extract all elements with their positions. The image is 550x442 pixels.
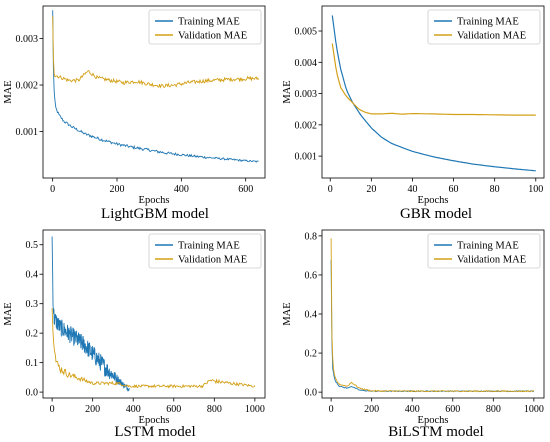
x-axis-label: Epochs [139, 195, 170, 206]
legend: Training MAE Validation MAE [148, 233, 262, 269]
legend: Training MAE Validation MAE [148, 9, 262, 45]
x-tick-label: 0 [329, 404, 334, 415]
x-tick-label: 600 [445, 404, 460, 415]
x-tick-label: 0 [50, 184, 55, 195]
y-tick-label: 0.5 [26, 240, 39, 251]
y-tick-label: 0.001 [16, 127, 39, 138]
legend: Training MAE Validation MAE [427, 9, 541, 45]
panel-caption: BiLSTM model [388, 424, 483, 440]
x-tick-label: 20 [366, 184, 376, 195]
series-line-validation-lstm [51, 308, 256, 389]
legend-box [148, 9, 262, 45]
legend-label-validation: Validation MAE [178, 31, 247, 42]
x-tick-label: 400 [174, 184, 189, 195]
legend-box [427, 9, 541, 45]
legend-label-training: Training MAE [457, 241, 519, 252]
x-tick-label: 0 [328, 184, 333, 195]
x-tick-label: 600 [238, 184, 253, 195]
y-tick-label: 0.4 [305, 310, 318, 321]
y-tick-label: 0.2 [305, 349, 318, 360]
legend-label-validation: Validation MAE [457, 255, 526, 266]
y-tick-label: 0.8 [305, 231, 318, 242]
legend: Training MAE Validation MAE [427, 233, 541, 269]
y-tick-label: 0.4 [26, 270, 39, 281]
y-axis-label: MAE [282, 80, 293, 103]
panel-caption: LSTM model [114, 424, 195, 440]
y-tick-label: 0.003 [16, 34, 39, 45]
axes-frame [42, 5, 266, 179]
x-tick-label: 600 [166, 404, 181, 415]
x-tick-label: 200 [364, 404, 379, 415]
panel-gbr: 0 20 40 60 80 100 0.001 0.002 0.003 0.004 0.005 Epo… [282, 5, 545, 222]
x-tick-label: 80 [490, 184, 500, 195]
x-tick-label: 400 [126, 404, 141, 415]
series-line-validation-lightgbm [52, 16, 260, 89]
y-tick-label: 0.0 [26, 388, 39, 399]
x-tick-label: 400 [405, 404, 420, 415]
series-line-training-lightgbm [52, 10, 259, 163]
series-line-training-gbr [331, 15, 536, 172]
y-tick-label: 0.002 [16, 81, 39, 92]
series-line-training-bilstm [330, 259, 535, 393]
x-tick-label: 60 [449, 184, 459, 195]
x-tick-label: 200 [85, 404, 100, 415]
legend-label-validation: Validation MAE [457, 31, 526, 42]
y-tick-label: 0.3 [26, 299, 39, 310]
legend-box [427, 233, 541, 269]
x-tick-label: 1000 [524, 404, 544, 415]
x-tick-label: 1000 [245, 404, 265, 415]
legend-label-training: Training MAE [178, 17, 240, 28]
y-tick-label: 0.004 [295, 58, 318, 69]
y-tick-label: 0.002 [295, 120, 318, 131]
y-tick-label: 0.005 [295, 27, 318, 38]
panel-caption: LightGBM model [101, 206, 209, 222]
axes-frame [321, 5, 545, 179]
panel-caption: GBR model [400, 206, 472, 222]
x-axis-label: Epochs [418, 195, 449, 206]
y-tick-label: 0.003 [295, 89, 318, 100]
legend-label-validation: Validation MAE [178, 255, 247, 266]
series-line-validation-gbr [331, 43, 536, 116]
legend-label-training: Training MAE [457, 17, 519, 28]
y-tick-label: 0.001 [295, 152, 318, 163]
y-axis-label: MAE [3, 302, 14, 325]
panel-bilstm: 0 200 400 600 800 1000 0.0 0.2 0.4 0.6 0.8 Epochs MA… [282, 229, 545, 440]
x-axis-label: Epochs [418, 415, 449, 426]
panel-lightgbm: 0 200 400 600 0.001 0.002 0.003 Epochs MAE Traini… [3, 5, 266, 222]
y-tick-label: 0.1 [26, 358, 39, 369]
axes-frame [42, 229, 266, 399]
legend-label-training: Training MAE [178, 241, 240, 252]
y-tick-label: 0.0 [305, 388, 318, 399]
y-tick-label: 0.6 [305, 270, 318, 281]
y-axis-label: MAE [3, 80, 14, 103]
y-tick-label: 0.2 [26, 329, 39, 340]
x-tick-label: 800 [486, 404, 501, 415]
panel-lstm: 0 200 400 600 800 1000 0.0 0.1 0.2 0.3 0.4 0.5 Epoch… [3, 229, 266, 440]
x-tick-label: 0 [50, 404, 55, 415]
x-tick-label: 100 [528, 184, 543, 195]
x-axis-label: Epochs [139, 415, 170, 426]
x-tick-label: 800 [207, 404, 222, 415]
legend-box [148, 233, 262, 269]
series-line-training-lstm [51, 236, 130, 392]
y-axis-label: MAE [282, 302, 293, 325]
x-tick-label: 200 [110, 184, 125, 195]
series-line-validation-bilstm [330, 238, 535, 393]
x-tick-label: 40 [407, 184, 417, 195]
